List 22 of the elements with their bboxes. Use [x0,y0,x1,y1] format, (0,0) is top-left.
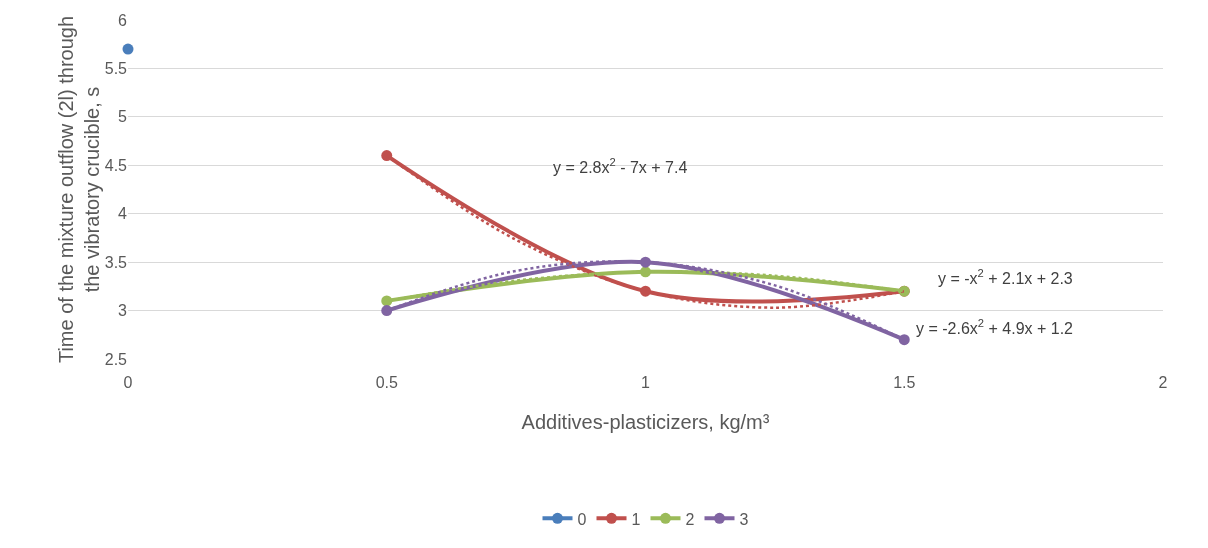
annotation: y = -2.6x$^{2}$ + 4.9x + 1.2 [916,317,1074,337]
y-tick-label: 3.5 [104,253,128,271]
y-tick-label: 6 [118,11,128,29]
y-tick-label: 4.5 [104,156,128,174]
y-tick-label: 2.5 [104,350,128,368]
x-tick-label: 0.5 [375,374,398,391]
annotation: y = 2.8x$^{2}$ - 7x + 7.4 [553,156,688,176]
legend-label: 1 [631,510,641,528]
legend-label: 3 [739,510,749,528]
y-axis-title: Time of the mixture outflow (2l) through the vibratory crucible, s [54,15,103,364]
y-tick-label: 5.5 [104,60,128,78]
y-tick-label: 4 [118,205,128,223]
y-tick-label: 3 [118,302,128,320]
x-axis-title: Additives-plasticizers, kg/m³ [521,411,770,433]
x-tick-label: 1.5 [893,374,916,391]
y-tick-label: 5 [118,108,128,126]
legend-label: 0 [577,510,587,528]
annotation: y = -x$^{2}$ + 2.1x + 2.3 [938,267,1073,287]
legend-label: 2 [685,510,695,528]
x-tick-label: 1 [641,374,651,391]
x-tick-label: 0 [123,374,133,391]
x-tick-label: 2 [1158,374,1168,391]
